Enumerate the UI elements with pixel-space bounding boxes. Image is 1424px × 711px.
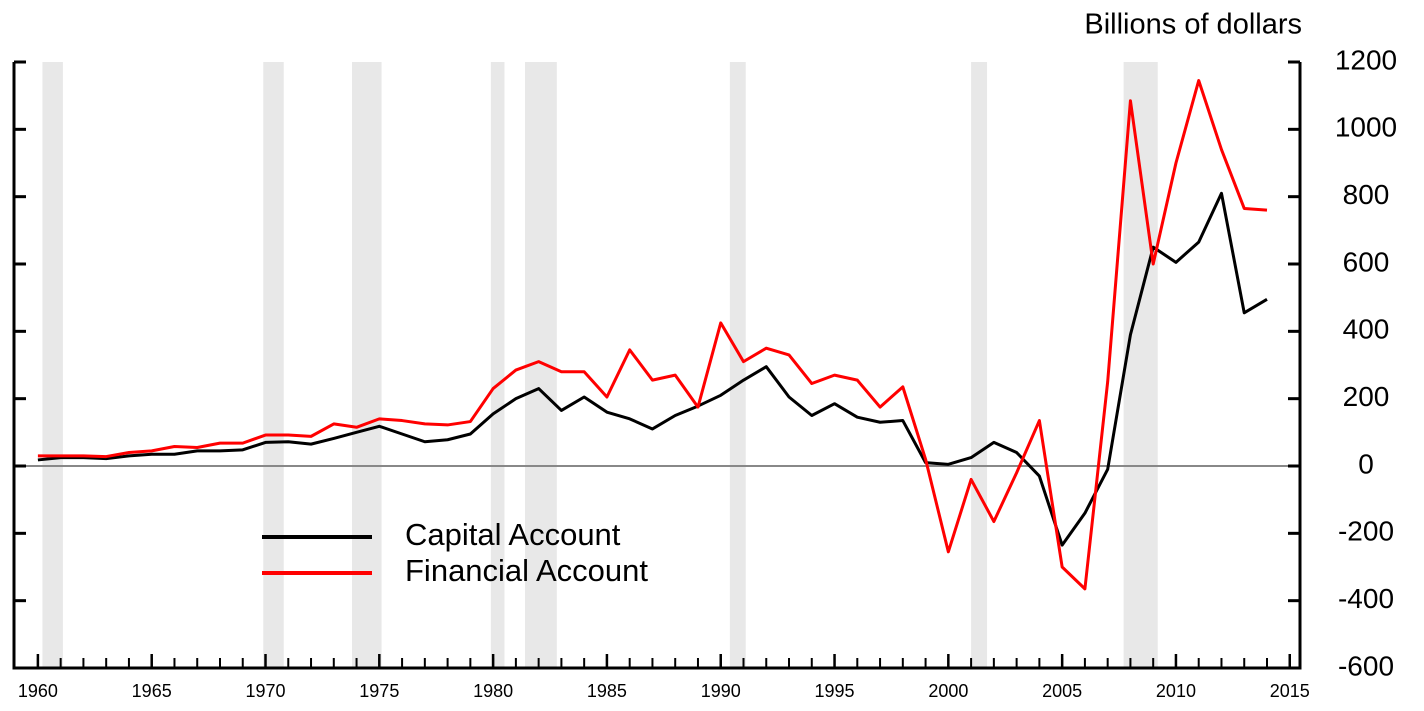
recession-band <box>971 62 988 668</box>
x-tick-label: 1960 <box>18 681 58 701</box>
y-tick-label: -200 <box>1338 516 1394 547</box>
y-tick-label: 800 <box>1343 179 1390 210</box>
x-tick-label: 2015 <box>1270 681 1310 701</box>
x-tick-label: 2010 <box>1156 681 1196 701</box>
x-tick-label: 1990 <box>701 681 741 701</box>
y-tick-label: 600 <box>1343 246 1390 277</box>
recession-band <box>352 62 382 668</box>
recession-band <box>490 62 505 668</box>
x-tick-label: 1995 <box>815 681 855 701</box>
axis-label: Billions of dollars <box>1084 9 1302 41</box>
x-tick-label: 1975 <box>359 681 399 701</box>
y-tick-label: 1200 <box>1335 44 1397 75</box>
x-tick-label: 2005 <box>1042 681 1082 701</box>
recession-band <box>42 62 63 668</box>
recession-band <box>729 62 746 668</box>
recession-band <box>1123 62 1158 668</box>
x-tick-label: 1980 <box>473 681 513 701</box>
y-tick-label: -600 <box>1338 650 1394 681</box>
x-tick-label: 1970 <box>245 681 285 701</box>
recession-band <box>263 62 284 668</box>
series-line <box>37 79 1268 591</box>
y-tick-label: -400 <box>1338 583 1394 614</box>
legend-label: Capital Account <box>405 517 621 552</box>
legend-label: Financial Account <box>405 553 648 588</box>
y-tick-label: 1000 <box>1335 112 1397 143</box>
y-tick-label: 0 <box>1358 448 1374 479</box>
x-tick-label: 1985 <box>587 681 627 701</box>
series-line <box>37 191 1268 547</box>
y-tick-label: 200 <box>1343 381 1390 412</box>
y-tick-label: 400 <box>1343 314 1390 345</box>
x-tick-label: 1965 <box>132 681 172 701</box>
x-tick-label: 2000 <box>928 681 968 701</box>
